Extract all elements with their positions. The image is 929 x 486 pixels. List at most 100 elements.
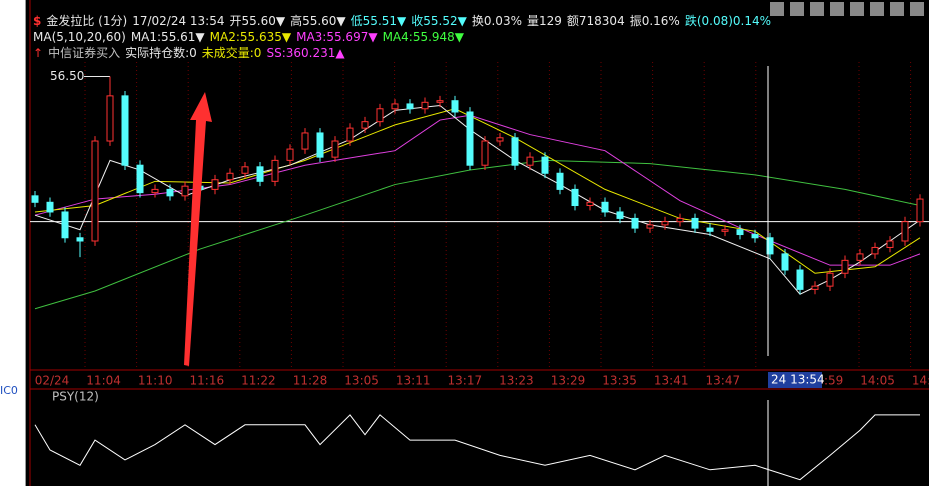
sidebar-text: IC0 [0, 384, 18, 397]
time-label: 13:29 [551, 374, 586, 388]
header-item: 额718304 [566, 14, 625, 28]
toolbar-icon[interactable] [790, 2, 804, 16]
time-label: 02/24 [35, 374, 70, 388]
candle-body [331, 140, 339, 158]
time-label: 13:17 [448, 374, 483, 388]
candle-body [376, 108, 384, 123]
candle-body [811, 285, 819, 290]
candle-body [91, 140, 99, 242]
candle-body [406, 103, 414, 110]
time-label: 13:05 [344, 374, 379, 388]
candle-body [751, 234, 759, 239]
header-item: 振0.16% [629, 14, 680, 28]
candle-body [676, 217, 684, 223]
candle-body [166, 188, 174, 197]
time-label: 11:22 [241, 374, 276, 388]
time-label: 13:23 [499, 374, 534, 388]
candle-body [391, 103, 399, 110]
header-item: 换0.03% [471, 14, 522, 28]
header-item: 开55.60▼ [229, 14, 286, 28]
candle-body [316, 132, 324, 158]
candle-body [901, 221, 909, 242]
header-item: 量129 [526, 14, 562, 28]
ma-title: MA(5,10,20,60) [33, 30, 126, 44]
time-label: 13:11 [396, 374, 431, 388]
ma-line [34, 108, 921, 274]
header-item: 中信证券买入 [48, 46, 121, 60]
time-label: 14:05 [860, 374, 895, 388]
high-label: 56.50 [50, 69, 84, 83]
candle-body [721, 229, 729, 232]
candle-body [586, 201, 594, 207]
candle-body [211, 179, 219, 190]
order-line: ↑ 中信证券买入 实际持仓数:0 未成交量:0 SS:360.231▲ [33, 46, 355, 61]
candle-body [856, 253, 864, 261]
toolbar-icon[interactable] [770, 2, 784, 16]
symbol-icon: $ [33, 14, 42, 28]
candle-body [541, 156, 549, 174]
candle-body [346, 127, 354, 142]
header-item: MA2:55.635▼ [209, 30, 292, 44]
toolbar-icon[interactable] [870, 2, 884, 16]
candle-body [511, 137, 519, 166]
candle-body [151, 188, 159, 194]
candle-body [706, 227, 714, 232]
cursor-label: 24 13:54 [771, 373, 825, 387]
candle-body [46, 201, 54, 213]
datetime: 17/02/24 13:54 [132, 14, 225, 28]
toolbar-icon[interactable] [850, 2, 864, 16]
toolbar-icon[interactable] [910, 2, 924, 16]
header-item: MA1:55.61▼ [130, 30, 205, 44]
candle-body [691, 217, 699, 229]
psy-line [34, 414, 920, 481]
candle-body [601, 201, 609, 213]
ma-line [34, 159, 921, 310]
stock-name: 金发拉比 (1分) [46, 14, 128, 28]
header-item: 低55.51▼ [350, 14, 407, 28]
header-item: MA3:55.697▼ [296, 30, 378, 44]
candle-body [481, 140, 489, 166]
header-item: 高55.60▼ [290, 14, 346, 28]
ma-line: MA(5,10,20,60) MA1:55.61▼ MA2:55.635▼ MA3:5… [33, 30, 474, 45]
candle-body [421, 101, 429, 110]
candle-body [301, 132, 309, 150]
candle-body [451, 100, 459, 113]
sidebar: IC0 [0, 0, 26, 486]
candle-body [661, 221, 669, 226]
candle-body [286, 148, 294, 161]
header-line: $ 金发拉比 (1分) 17/02/24 13:54 开55.60▼ 高55.60▼ 低5… [33, 14, 781, 29]
candle-body [496, 137, 504, 142]
header-item: 收55.52▼ [411, 14, 467, 28]
candle-body [571, 188, 579, 207]
candle-body [781, 253, 789, 271]
candle-body [556, 172, 564, 190]
candle-body [436, 100, 444, 103]
time-label: 11:10 [138, 374, 173, 388]
candle-body [526, 156, 534, 166]
candle-body [616, 211, 624, 219]
candle-body [241, 166, 249, 174]
candle-body [136, 164, 144, 194]
candle-body [106, 95, 114, 142]
annotation-arrow [184, 92, 212, 366]
candle-body [916, 198, 924, 223]
candle-body [871, 246, 879, 255]
toolbar-icon[interactable] [830, 2, 844, 16]
time-label: 13:47 [706, 374, 741, 388]
candle-body [61, 211, 69, 239]
header-item: MA4:55.948▼ [382, 30, 465, 44]
header-item: 未成交量:0 [201, 46, 262, 60]
header-item: 跌(0.08)0.14% [684, 14, 772, 28]
candle-body [181, 185, 189, 197]
time-label: 11:04 [86, 374, 121, 388]
toolbar-icon[interactable] [810, 2, 824, 16]
order-icon: ↑ [33, 46, 44, 60]
toolbar-icon[interactable] [890, 2, 904, 16]
candle-body [226, 172, 234, 181]
time-label: 13:35 [602, 374, 637, 388]
candle-body [631, 217, 639, 229]
candle-body [766, 237, 774, 255]
candle-body [841, 259, 849, 274]
time-label: 11:28 [293, 374, 328, 388]
